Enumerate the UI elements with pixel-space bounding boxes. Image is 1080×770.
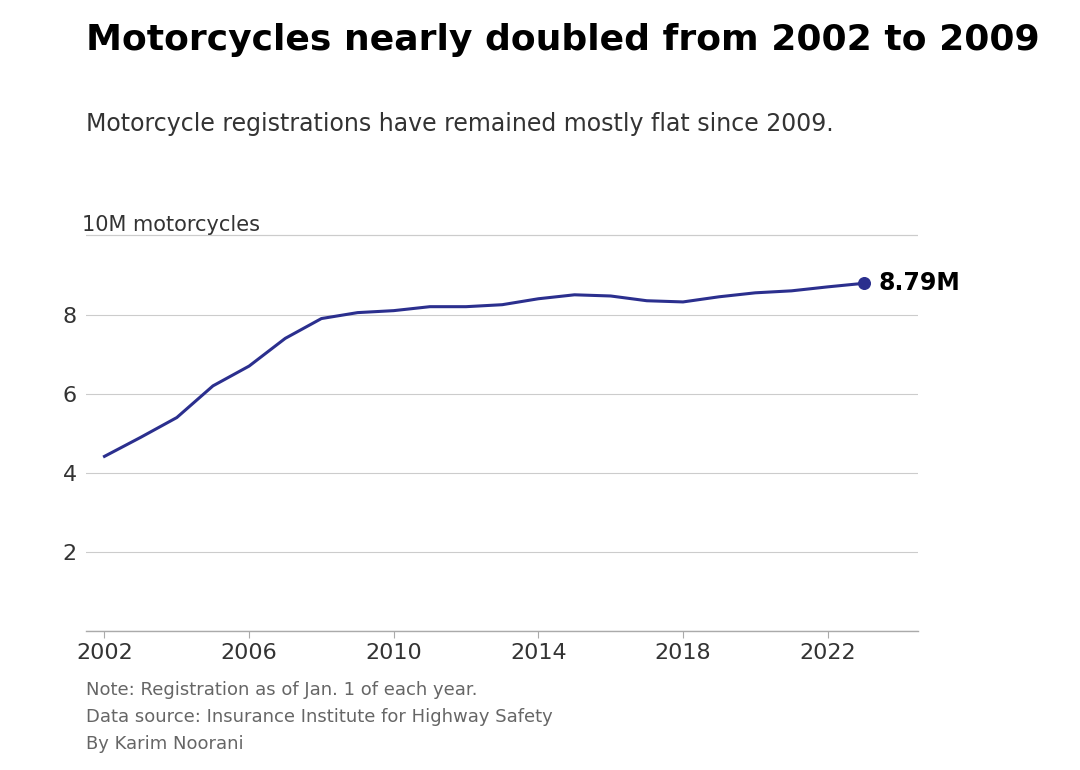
Text: 10M motorcycles: 10M motorcycles (82, 216, 260, 236)
Text: Motorcycles nearly doubled from 2002 to 2009: Motorcycles nearly doubled from 2002 to … (86, 23, 1040, 57)
Text: By Karim Noorani: By Karim Noorani (86, 735, 244, 753)
Text: Data source: Insurance Institute for Highway Safety: Data source: Insurance Institute for Hig… (86, 708, 553, 726)
Point (855, 277, 873, 290)
Text: 8.79M: 8.79M (878, 271, 960, 296)
Text: Motorcycle registrations have remained mostly flat since 2009.: Motorcycle registrations have remained m… (86, 112, 834, 136)
Text: Note: Registration as of Jan. 1 of each year.: Note: Registration as of Jan. 1 of each … (86, 681, 477, 699)
